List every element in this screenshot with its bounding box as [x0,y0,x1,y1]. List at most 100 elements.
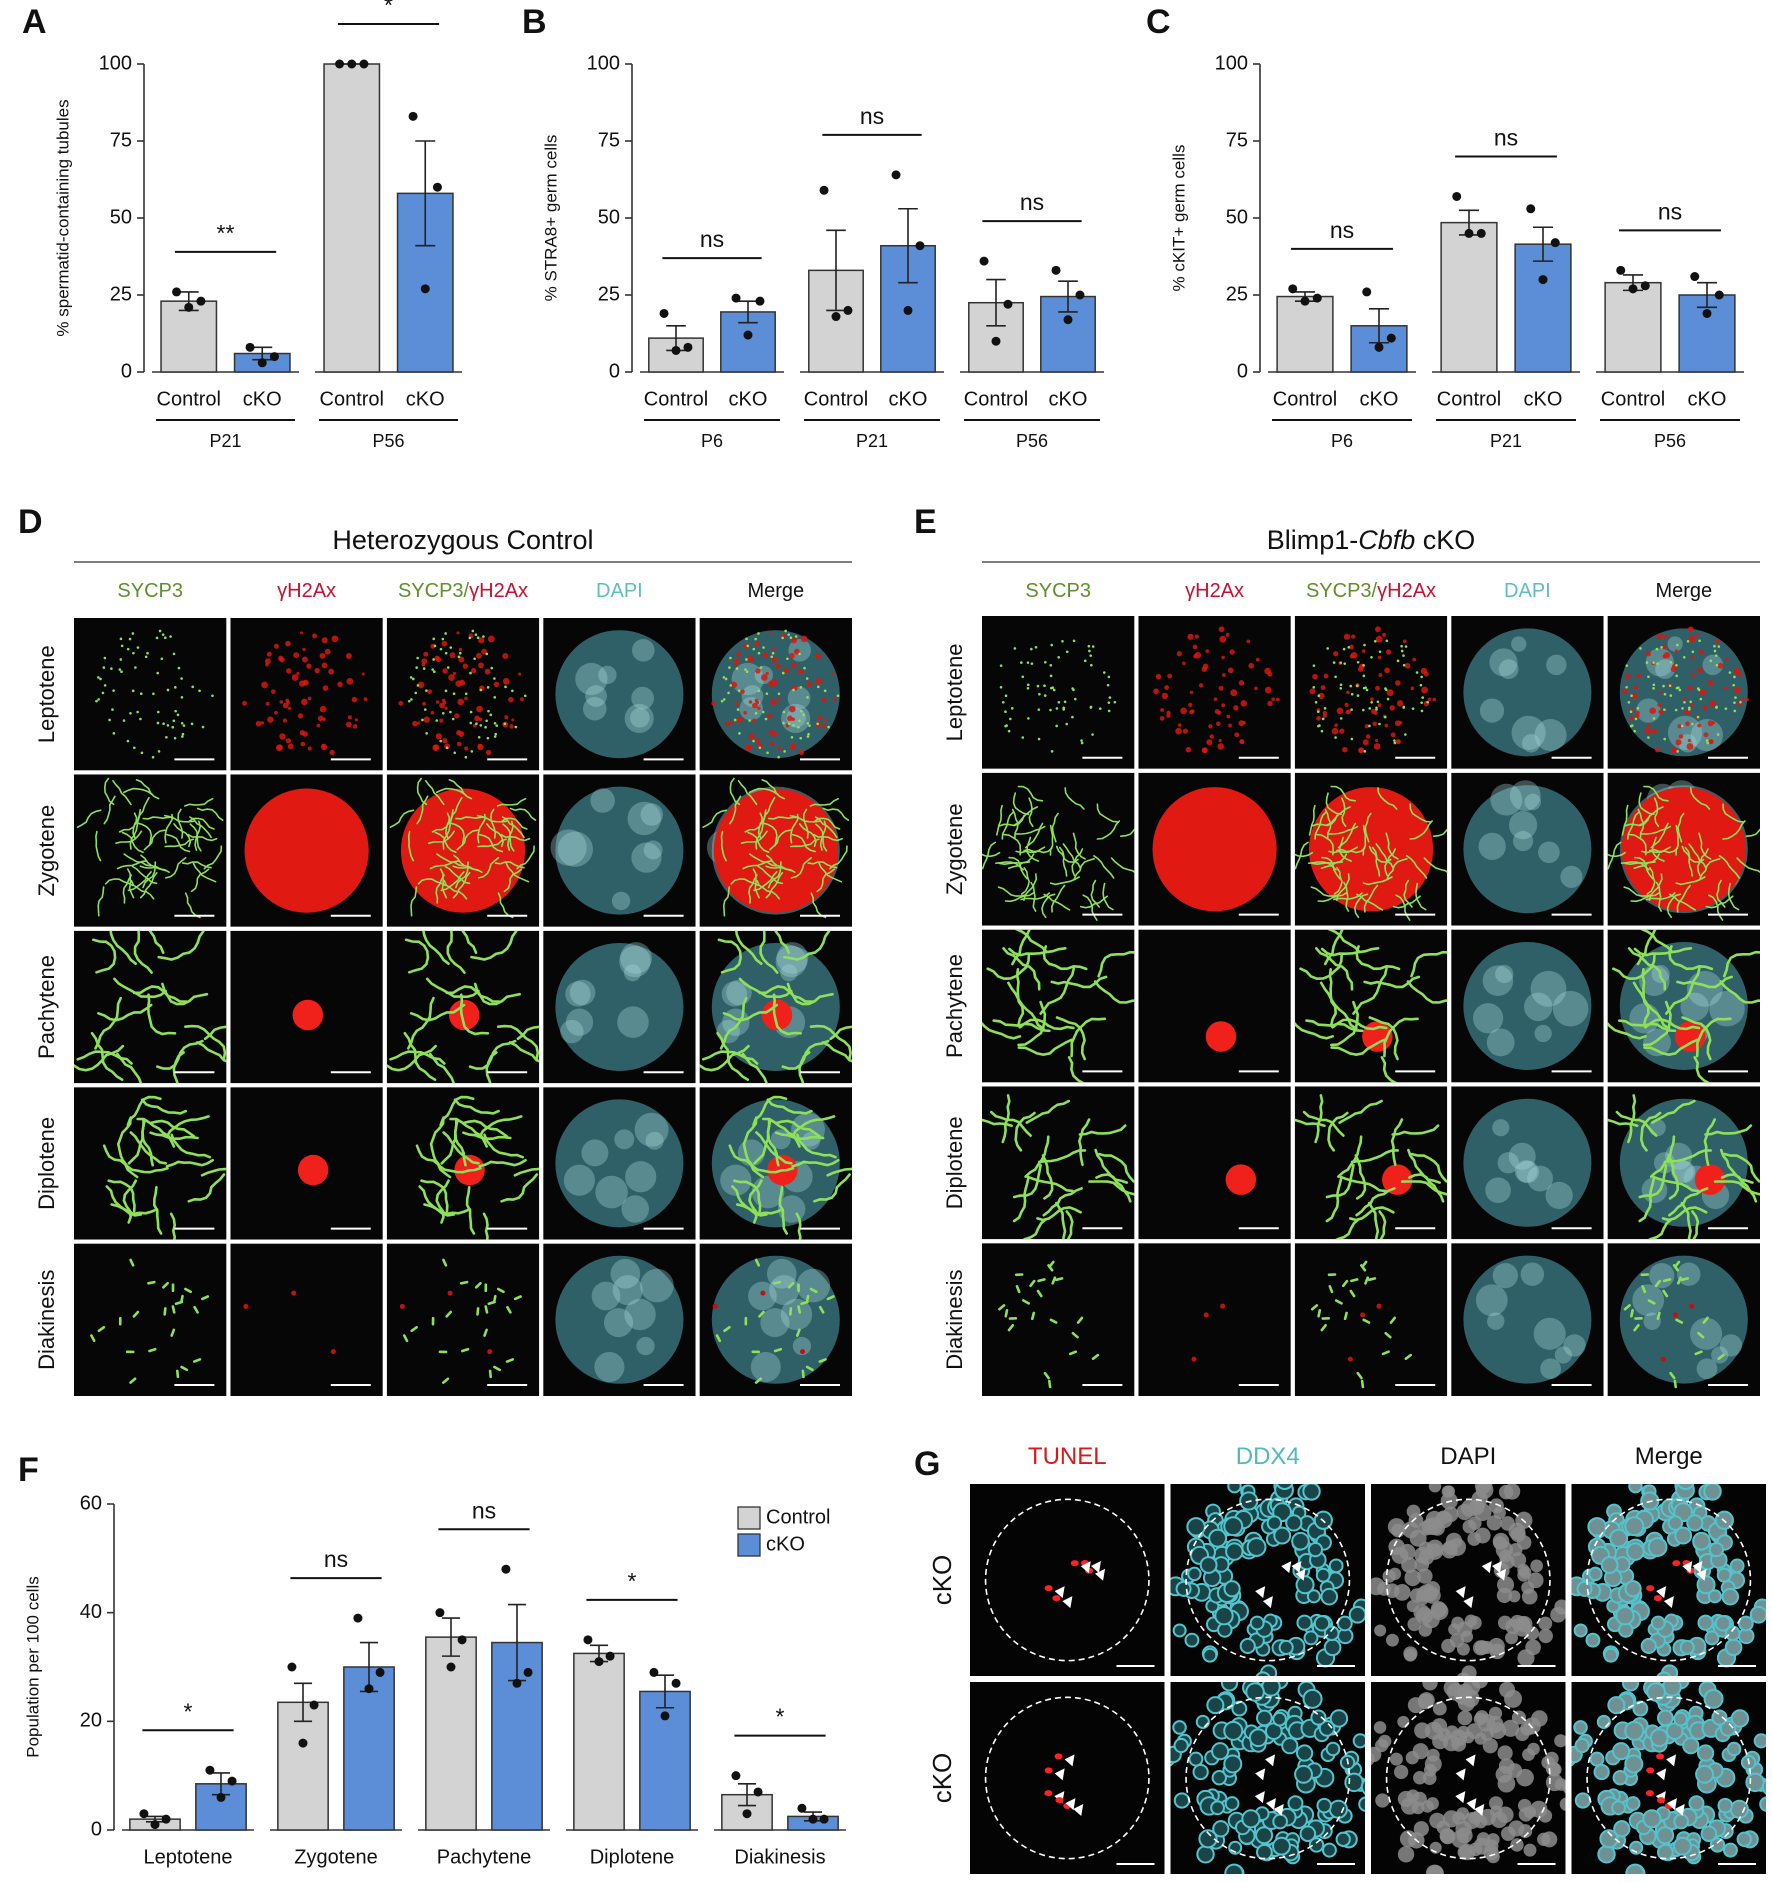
micrograph [1138,772,1291,926]
sycp3-axis [1110,857,1135,874]
sycp3-axis [169,1212,177,1240]
cell-nucleus [1554,1734,1566,1748]
h2ax-speck [1336,707,1344,715]
sycp3-axis [748,787,779,796]
cell-nucleus [1308,1837,1325,1853]
sycp3-axis [814,816,838,839]
h2ax-speck [1167,673,1173,679]
sycp3-dot [1421,696,1425,699]
h2ax-speck [1736,671,1742,677]
cell-nucleus [1448,1538,1466,1556]
cell-nucleus [1275,1484,1294,1490]
h2ax-speck [1396,700,1404,707]
sycp3-axis [1353,893,1369,919]
sycp3-axis [1630,1308,1634,1318]
sycp3-axis [1354,1154,1367,1200]
sycp3-dot [1655,647,1659,651]
dapi-blob [631,686,655,710]
sycp3-dot [777,692,781,696]
sycp3-axis [1638,1164,1668,1199]
y-tick-label: 75 [598,129,620,151]
sycp3-dot [1732,683,1735,687]
h2ax-speck [769,631,773,635]
micrograph-bg [982,1086,1135,1240]
sycp3-axis [203,1025,227,1041]
sycp3-axis [1339,836,1353,862]
h2ax-speck [301,698,308,706]
data-point [512,1678,522,1688]
sycp3-dot [112,732,116,735]
sycp3-axis [1722,950,1760,978]
sycp3-axis [818,1358,827,1363]
significance-label: ns [1494,125,1518,151]
sycp3-dot [798,652,801,656]
micrograph [699,1087,852,1240]
sycp3-dot [1733,675,1736,679]
h2ax-speck [1349,644,1354,650]
cell-nucleus [1295,1575,1315,1595]
sycp3-dot [523,694,527,698]
h2ax-speck [493,681,500,688]
h2ax-speck [1322,713,1327,718]
sycp3-axis [1651,1099,1696,1124]
sycp3-axis [1355,945,1401,971]
sycp3-dot [173,736,177,740]
dapi-blob [1667,636,1683,652]
sycp3-axis [1677,812,1685,843]
sycp3-dot [1091,645,1095,648]
h2ax-speck [1198,683,1204,688]
sycp3-axis [1661,1206,1708,1222]
sycp3-dot [781,671,785,675]
y-tick-label: 0 [609,360,620,382]
micrograph-bg [1138,616,1291,769]
h2ax-speck [1201,747,1208,754]
sycp3-axis [1331,1018,1388,1031]
significance-label: * [628,1568,637,1594]
sycp3-axis [1031,1311,1036,1321]
cell-nucleus [1325,1741,1341,1757]
sycp3-axis [1041,1154,1054,1200]
sycp3-axis [443,879,468,900]
sycp3-dot [1009,717,1012,721]
sycp3-axis [97,1003,153,1022]
panel-letter: F [18,1451,39,1489]
cell-nucleus [1587,1517,1607,1537]
column-header-part: DAPI [1440,1443,1496,1470]
sycp3-axis [1096,820,1121,840]
sycp3-dot [1108,696,1112,699]
sex-body [1694,1164,1726,1195]
data-point [819,1814,829,1824]
h2ax-speck [1376,1303,1382,1309]
column-header-part: γH2Ax [277,580,336,602]
sycp3-dot [1676,750,1679,753]
cell-nucleus [1404,1569,1421,1587]
h2ax-speck [487,635,495,643]
h2ax-speck [1404,662,1411,669]
sycp3-axis [1668,1187,1709,1217]
column-header-part: Merge [1655,580,1712,602]
sycp3-axis [772,1280,782,1285]
sycp3-axis [1294,1118,1326,1128]
sycp3-dot [120,644,124,648]
panel-title: Heterozygous Control [332,525,593,555]
tunel-signal [1070,1560,1079,1567]
sycp3-dot [1317,694,1321,697]
dapi-blob [563,1164,595,1196]
h2ax-speck [421,662,426,667]
sycp3-dot [1107,675,1111,679]
h2ax-speck [282,718,287,723]
h2ax-speck [1164,685,1170,690]
sycp3-axis [170,1133,212,1159]
sycp3-dot [1339,683,1343,687]
dapi-blob [643,840,663,860]
sycp3-dot [120,670,123,674]
sycp3-axis [482,1212,489,1240]
sycp3-dot [1733,701,1736,704]
sycp3-dot [799,686,803,689]
dapi-blob [1478,832,1506,861]
sycp3-axis [1055,1277,1064,1282]
sycp3-axis [818,1305,825,1314]
h2ax-speck [775,663,781,669]
sycp3-dot [503,722,507,726]
h2ax-speck [791,717,796,721]
